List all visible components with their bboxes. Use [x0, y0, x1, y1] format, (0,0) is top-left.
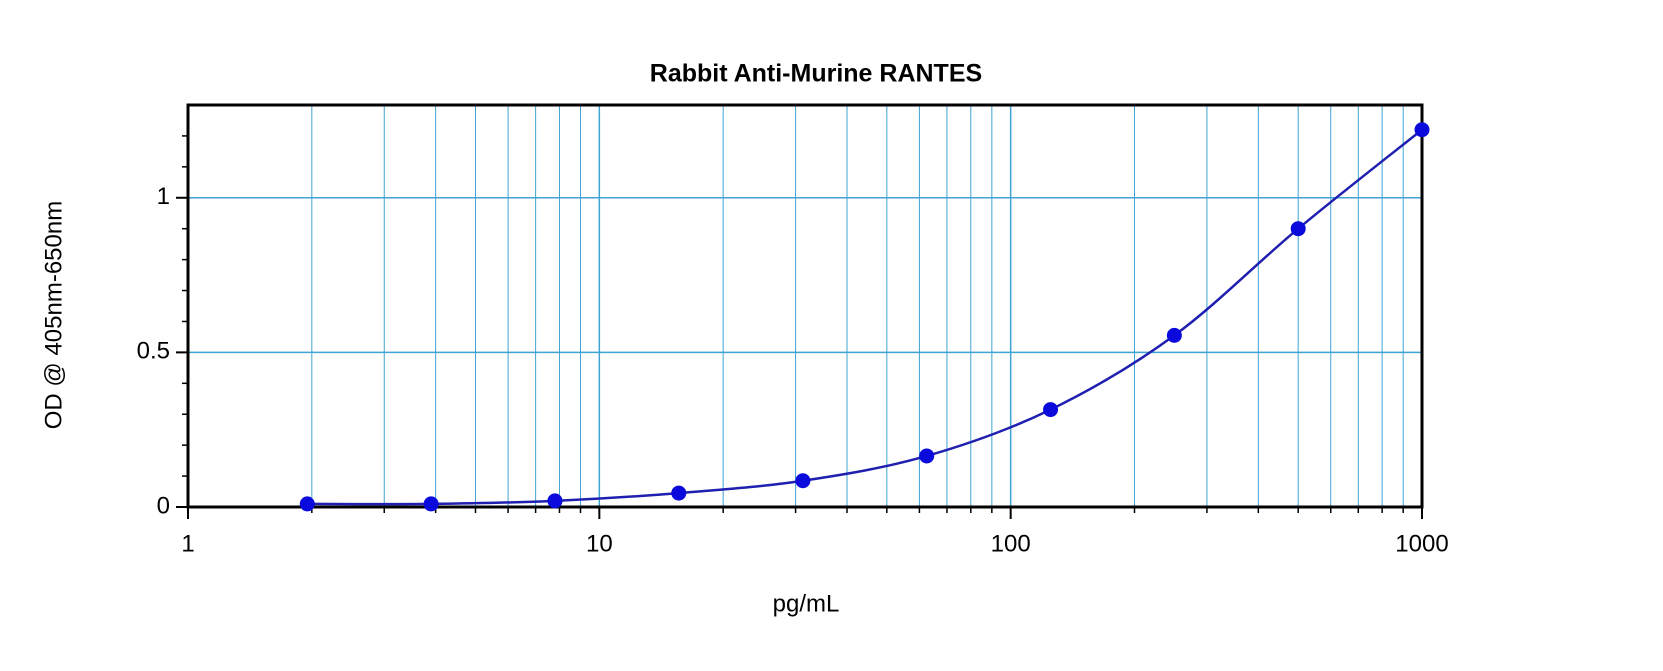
- plot-frame: [186, 103, 1424, 509]
- data-point: [1043, 402, 1059, 418]
- y-axis-label: OD @ 405nm-650nm: [40, 201, 67, 429]
- data-point: [547, 493, 563, 509]
- x-axis-label: pg/mL: [773, 590, 840, 617]
- data-point: [299, 496, 315, 512]
- data-point: [1290, 221, 1306, 237]
- data-point: [1414, 122, 1430, 138]
- data-point: [423, 496, 439, 512]
- y-tick-label: 0: [157, 492, 170, 519]
- y-tick-label: 1: [157, 183, 170, 210]
- fit-curve: [307, 128, 1423, 506]
- x-tick-label: 1000: [1395, 530, 1448, 557]
- x-tick-label: 1: [181, 530, 194, 557]
- data-point: [671, 485, 687, 501]
- chart-title: Rabbit Anti-Murine RANTES: [650, 60, 982, 88]
- y-tick-label: 0.5: [137, 338, 170, 365]
- data-point: [919, 448, 935, 464]
- x-tick-label: 100: [991, 530, 1031, 557]
- data-point: [795, 473, 811, 489]
- x-tick-label: 10: [586, 530, 613, 557]
- data-point: [1166, 327, 1182, 343]
